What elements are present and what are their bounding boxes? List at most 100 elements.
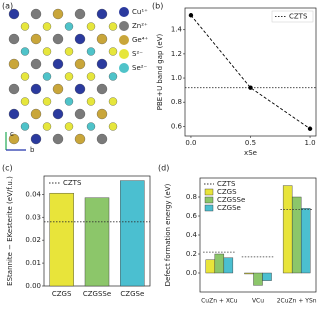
y-tick-label: 0.01 — [25, 259, 41, 267]
x-tick-label: CuZn + XCu — [201, 298, 238, 305]
legend-label: CZGSSe — [217, 196, 245, 204]
data-point — [188, 13, 194, 18]
atom — [86, 22, 96, 31]
atom — [74, 83, 86, 95]
atom — [108, 72, 118, 81]
y-tick-label: 0.2 — [186, 250, 197, 258]
y-tick-label: 0.8 — [171, 98, 182, 106]
atom — [8, 83, 20, 95]
bar — [120, 180, 145, 287]
legend-label: CZTS — [289, 13, 308, 21]
y-tick-label: 0.8 — [186, 193, 197, 201]
y-tick-label: 0.03 — [25, 213, 41, 221]
atom — [74, 108, 86, 120]
legend-label: CZTS — [63, 179, 82, 187]
panel-label: (c) — [2, 164, 13, 173]
legend-swatch — [119, 7, 129, 17]
atom — [52, 33, 64, 45]
atom — [42, 22, 52, 31]
bar — [282, 185, 293, 274]
bar — [205, 259, 216, 274]
y-tick-label: 0.6 — [171, 122, 183, 130]
atom — [74, 133, 86, 145]
x-tick-label: 2CuZn + YSn — [277, 298, 317, 305]
atom — [96, 58, 108, 70]
x-tick-label: 0.5 — [245, 139, 256, 147]
axis-letter: c — [10, 130, 14, 138]
atom — [30, 8, 42, 20]
y-tick-label: 1.4 — [171, 26, 183, 34]
atom — [108, 122, 118, 131]
y-axis-label: EStannite − EKesterite (eV/f.u.) — [6, 176, 14, 286]
atom — [108, 47, 118, 56]
bar — [262, 272, 272, 281]
atom — [64, 72, 74, 81]
data-point — [248, 85, 253, 90]
atom — [20, 72, 30, 81]
atom — [86, 72, 96, 81]
atom — [30, 83, 42, 95]
atom — [96, 108, 108, 120]
y-tick-label: 0.6 — [186, 212, 198, 220]
atom — [20, 97, 30, 106]
x-tick-label: CZGSe — [120, 290, 144, 298]
y-tick-label: 0.02 — [25, 236, 41, 244]
atom — [64, 22, 74, 31]
atom — [74, 8, 86, 20]
x-tick-label: CZGS — [52, 290, 72, 298]
legend-swatch — [204, 204, 214, 212]
axis-letter: b — [30, 146, 35, 154]
atom — [74, 33, 86, 45]
panel-label: (b) — [152, 2, 163, 11]
atom — [30, 58, 42, 70]
bar — [291, 196, 302, 274]
x-tick-label: 1.0 — [304, 139, 315, 147]
atom — [20, 22, 30, 31]
atom — [20, 47, 30, 56]
legend-swatch — [119, 63, 129, 73]
atom — [96, 133, 108, 145]
series-line — [190, 14, 311, 130]
atom — [42, 97, 52, 106]
y-tick-label: 0.4 — [186, 231, 198, 239]
y-axis-label: PBE+U band gap (eV) — [156, 34, 164, 111]
legend-label: Cu¹⁺ — [132, 8, 148, 16]
legend-swatch — [204, 196, 214, 204]
bar — [49, 192, 74, 287]
legend-swatch — [119, 35, 129, 45]
atom — [8, 108, 20, 120]
bar — [84, 197, 110, 287]
atom — [64, 47, 74, 56]
atom — [74, 58, 86, 70]
panel-label: (d) — [158, 164, 169, 173]
legend-label: Zn²⁺ — [132, 22, 148, 30]
atom — [30, 108, 42, 120]
atom — [52, 58, 64, 70]
legend-label: CZTS — [217, 180, 236, 188]
y-tick-label: 1.0 — [171, 74, 182, 82]
x-axis-label: xSe — [244, 149, 257, 157]
legend-box — [271, 10, 314, 23]
atom — [42, 122, 52, 131]
atom — [42, 47, 52, 56]
bar — [214, 253, 225, 274]
legend-label: Se²⁻ — [132, 64, 148, 72]
plot-frame — [184, 7, 317, 137]
atom — [52, 83, 64, 95]
legend-label: Ge⁴⁺ — [132, 36, 149, 44]
atom — [20, 122, 30, 131]
atom — [30, 33, 42, 45]
atom — [96, 83, 108, 95]
atom — [96, 33, 108, 45]
y-tick-label: 0.04 — [25, 190, 41, 198]
legend-label: CZGSe — [217, 204, 241, 212]
legend-label: S²⁻ — [132, 50, 143, 58]
y-tick-label: 0.00 — [25, 282, 41, 290]
bar — [244, 272, 254, 275]
atom — [8, 133, 20, 145]
legend-label: CZGS — [217, 188, 237, 196]
atom — [108, 22, 118, 31]
atom — [8, 33, 20, 45]
y-tick-label: 1.2 — [171, 50, 182, 58]
